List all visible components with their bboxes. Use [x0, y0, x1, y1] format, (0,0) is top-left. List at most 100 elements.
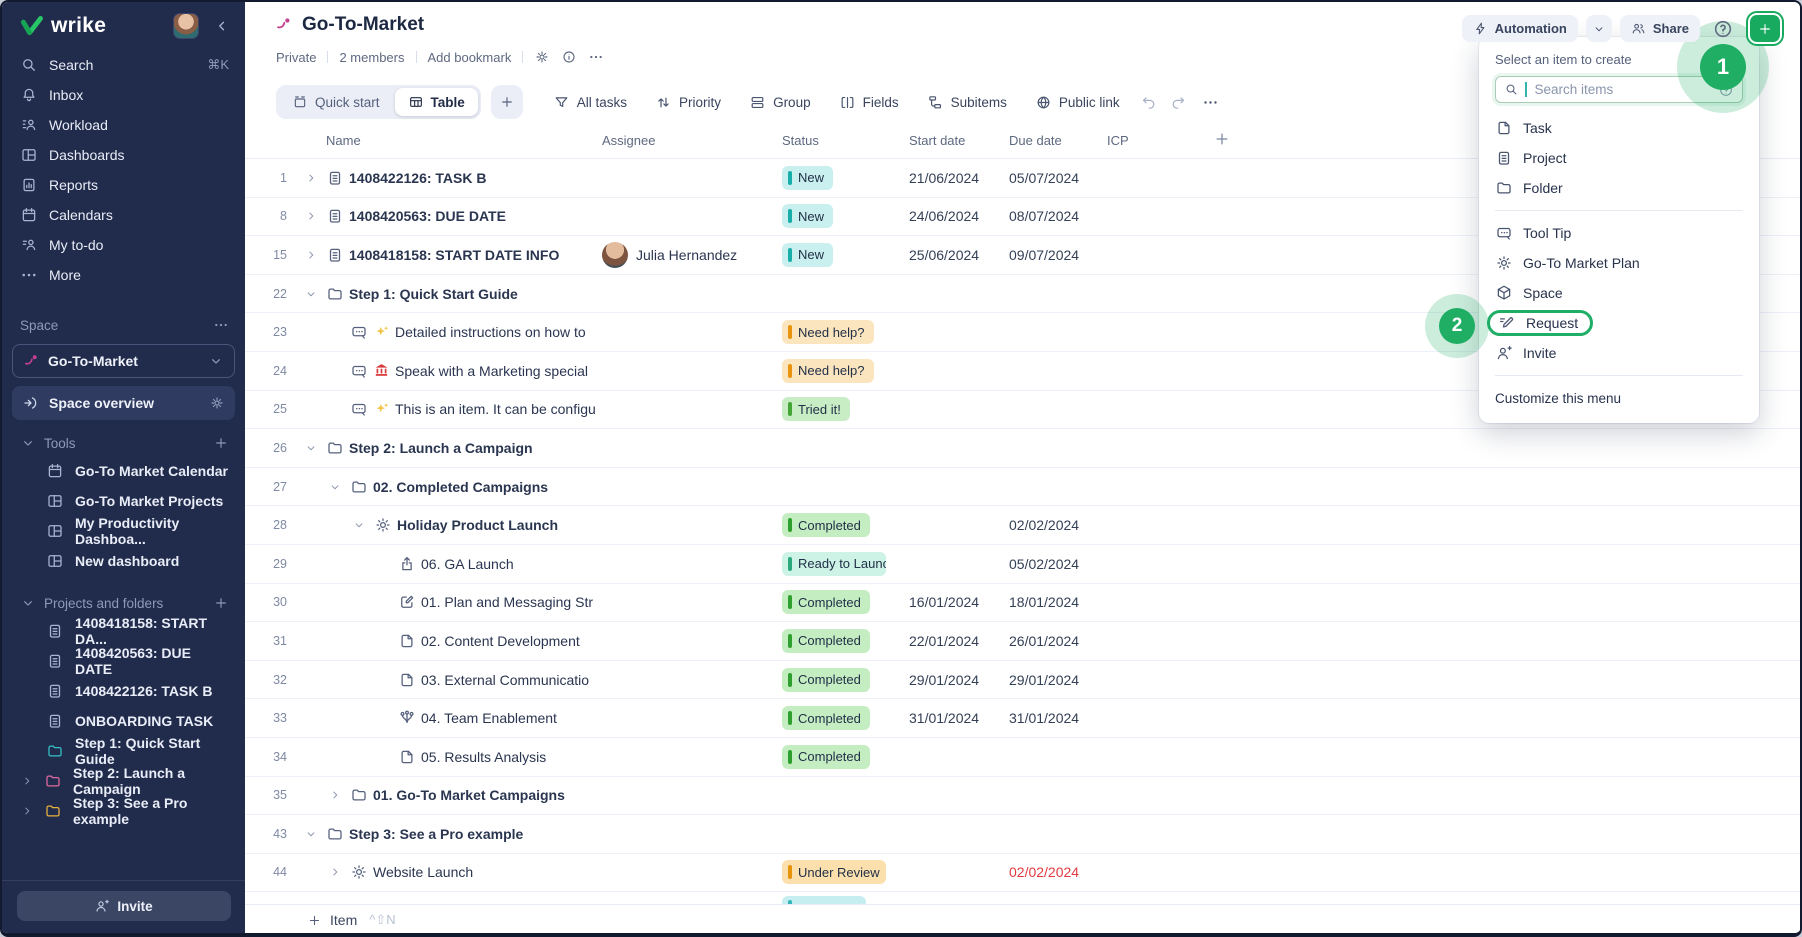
table-row[interactable]: 22 Step 1: Quick Start Guide	[245, 275, 1800, 314]
due-date[interactable]: 08/07/2024	[1009, 208, 1080, 225]
status-badge[interactable]: Completed	[782, 590, 870, 615]
automation-dropdown-button[interactable]	[1585, 15, 1612, 42]
automation-button[interactable]: Automation	[1461, 15, 1578, 42]
menu-item-tool-tip[interactable]: Tool Tip	[1495, 218, 1743, 248]
table-row[interactable]: 34 05. Results Analysis Completed	[245, 738, 1800, 777]
table-row[interactable]: 31 02. Content Development Completed 22/01/…	[245, 622, 1800, 661]
item-name[interactable]: 05. Results Analysis	[421, 748, 547, 765]
item-name[interactable]: 04. Team Enablement	[421, 710, 557, 727]
chev-r-icon[interactable]	[20, 804, 34, 818]
table-row[interactable]: 30 01. Plan and Messaging Str Completed 16/…	[245, 584, 1800, 623]
status-badge[interactable]: Completed	[782, 513, 870, 538]
sidebar-item-dashboards[interactable]: Dashboards	[2, 140, 245, 170]
column-header-name[interactable]: Name	[326, 133, 361, 148]
start-date[interactable]: 29/01/2024	[909, 671, 980, 688]
sidebar-project-step-2-launch-a-campaign[interactable]: Step 2: Launch a Campaign	[2, 765, 245, 797]
sidebar-project-step-1-quick-start-guide[interactable]: Step 1: Quick Start Guide	[2, 735, 245, 767]
chevron-right-icon[interactable]	[328, 788, 342, 802]
chevron-down-icon[interactable]	[304, 287, 318, 301]
menu-item-go-to-market-plan[interactable]: Go-To Market Plan	[1495, 248, 1743, 278]
status-badge[interactable]: Ready to Launch	[782, 551, 886, 576]
status-badge[interactable]: Completed	[782, 628, 870, 653]
sidebar-item-more[interactable]: More	[2, 260, 245, 290]
table-row[interactable]: 35 01. Go-To Market Campaigns	[245, 777, 1800, 816]
due-date[interactable]: 31/01/2024	[1009, 710, 1080, 727]
table-row[interactable]: 28 Holiday Product Launch Completed 02/02/2…	[245, 506, 1800, 545]
collapse-sidebar-icon[interactable]	[213, 17, 231, 35]
item-name[interactable]: Step 1: Quick Start Guide	[349, 285, 518, 302]
table-row[interactable]: 44 Website Launch Under Review 02/02/2024	[245, 854, 1800, 893]
start-date[interactable]: 25/06/2024	[909, 246, 980, 263]
add-bookmark-link[interactable]: Add bookmark	[427, 49, 512, 65]
table-row[interactable]: 27 02. Completed Campaigns	[245, 468, 1800, 507]
item-name[interactable]: 06. GA Launch	[421, 555, 514, 572]
privacy-label[interactable]: Private	[276, 49, 317, 65]
due-date[interactable]: 09/07/2024	[1009, 246, 1080, 263]
column-header-icp[interactable]: ICP	[1107, 133, 1129, 148]
menu-item-space[interactable]: Space	[1495, 278, 1743, 308]
item-name[interactable]: 02. Content Development	[421, 632, 580, 649]
status-badge[interactable]: New	[782, 204, 834, 229]
start-date[interactable]: 31/01/2024	[909, 710, 980, 727]
filter-public-link-button[interactable]: Public link	[1029, 94, 1126, 111]
add-column-button[interactable]	[1213, 130, 1231, 148]
item-name[interactable]: 01. Plan and Messaging Str	[421, 594, 593, 611]
item-name[interactable]: 1408422126: TASK B	[349, 169, 487, 186]
sidebar-item-search[interactable]: Search ⌘K	[2, 50, 245, 80]
members-link[interactable]: 2 members	[339, 49, 405, 65]
help-icon[interactable]	[1712, 18, 1734, 40]
table-row[interactable]: 32 03. External Communicatio Completed 29/0…	[245, 661, 1800, 700]
status-badge[interactable]: Need help?	[782, 358, 874, 383]
status-badge[interactable]: New	[782, 242, 834, 267]
sidebar-tool-go-to-market-projects[interactable]: Go-To Market Projects	[2, 486, 245, 516]
search-items-box[interactable]	[1495, 76, 1743, 103]
status-badge[interactable]: New	[782, 165, 834, 190]
item-name[interactable]: 02. Completed Campaigns	[373, 478, 549, 495]
sidebar-project-onboarding-task[interactable]: ONBOARDING TASK	[2, 706, 245, 736]
sidebar-tool-new-dashboard[interactable]: New dashboard	[2, 546, 245, 576]
due-date[interactable]: 05/07/2024	[1009, 169, 1080, 186]
filter-all-tasks-button[interactable]: All tasks	[547, 94, 633, 111]
item-name[interactable]: Website Launch	[373, 864, 474, 881]
table-row[interactable]: 8 1408420563: DUE DATE New 24/06/2024 08/07/…	[245, 198, 1800, 237]
create-button[interactable]	[1750, 15, 1780, 42]
due-date[interactable]: 18/01/2024	[1009, 594, 1080, 611]
item-name[interactable]: Step 2: Launch a Campaign	[349, 439, 533, 456]
chevron-right-icon[interactable]	[304, 171, 318, 185]
table-row[interactable]: 25 This is an item. It can be configu Trie…	[245, 391, 1800, 430]
gear-icon[interactable]	[534, 49, 550, 65]
redo-button[interactable]	[1166, 89, 1192, 115]
table-row[interactable]: 33 04. Team Enablement Completed 31/01/2024…	[245, 699, 1800, 738]
sidebar-tool-my-productivity-dashboa[interactable]: My Productivity Dashboa...	[2, 515, 245, 547]
item-name[interactable]: Holiday Product Launch	[397, 517, 559, 534]
sidebar-item-space-overview[interactable]: Space overview	[12, 386, 235, 420]
add-item-bar[interactable]: Item ^⇧N	[245, 904, 1800, 933]
table-row[interactable]: 15 1408418158: START DATE INFO Julia Herna…	[245, 236, 1800, 275]
add-tool-icon[interactable]	[213, 435, 229, 451]
space-options-icon[interactable]	[213, 317, 229, 333]
item-name[interactable]: Speak with a Marketing special	[395, 362, 588, 379]
chevron-down-icon[interactable]	[304, 441, 318, 455]
chevron-right-icon[interactable]	[304, 209, 318, 223]
chevron-down-icon[interactable]	[20, 595, 36, 611]
start-date[interactable]: 16/01/2024	[909, 594, 980, 611]
due-date[interactable]: 02/02/2024	[1009, 517, 1080, 534]
menu-item-task[interactable]: Task	[1495, 113, 1743, 143]
more-options-icon[interactable]	[588, 49, 604, 65]
due-date[interactable]: 29/01/2024	[1009, 671, 1080, 688]
tab-table[interactable]: Table	[394, 88, 478, 116]
table-row[interactable]: 26 Step 2: Launch a Campaign	[245, 429, 1800, 468]
table-row[interactable]: 29 06. GA Launch Ready to Launch 05/02/2024	[245, 545, 1800, 584]
filter-priority-button[interactable]: Priority	[649, 94, 727, 111]
sidebar-project-1408418158-start-da[interactable]: 1408418158: START DA...	[2, 615, 245, 647]
table-row[interactable]: 23 Detailed instructions on how to Need he…	[245, 313, 1800, 352]
start-date[interactable]: 21/06/2024	[909, 169, 980, 186]
start-date[interactable]: 22/01/2024	[909, 632, 980, 649]
sidebar-item-inbox[interactable]: Inbox	[2, 80, 245, 110]
item-name[interactable]: Step 3: See a Pro example	[349, 825, 524, 842]
toolbar-more-button[interactable]	[1198, 89, 1224, 115]
due-date[interactable]: 26/01/2024	[1009, 632, 1080, 649]
chev-r-icon[interactable]	[20, 774, 34, 788]
start-date[interactable]: 24/06/2024	[909, 208, 980, 225]
status-badge[interactable]: Under Review	[782, 860, 886, 885]
